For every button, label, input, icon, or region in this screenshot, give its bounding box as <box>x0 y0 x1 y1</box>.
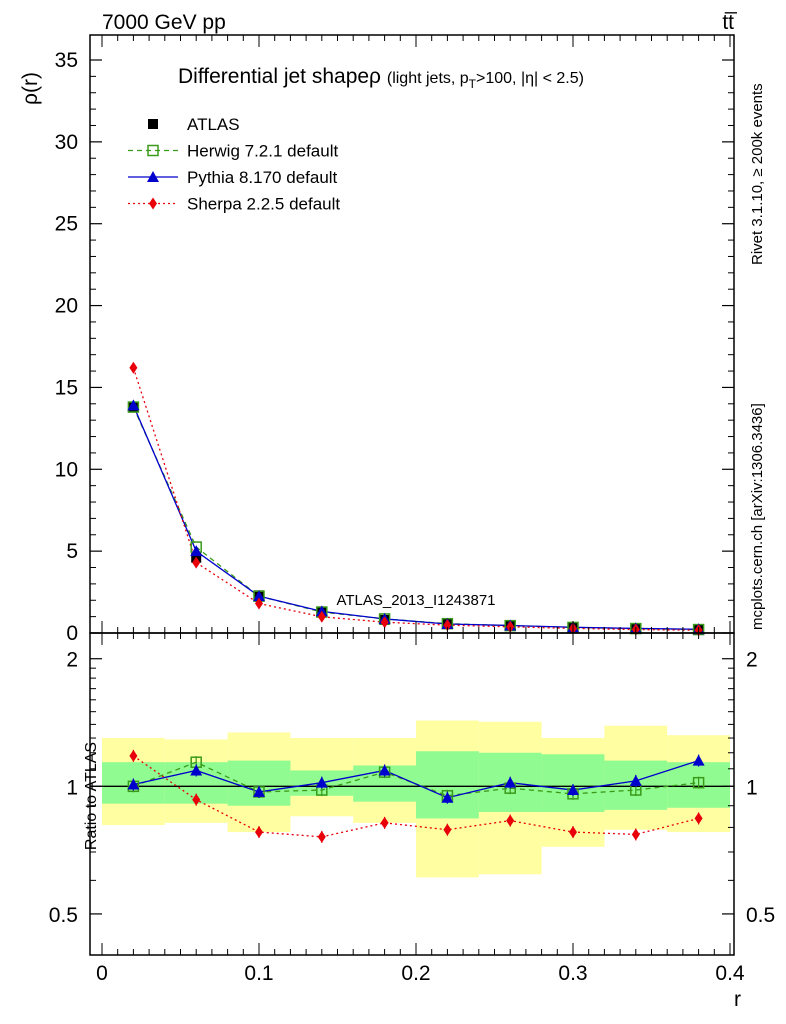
ratio-point-pythia-8-170-default <box>629 774 642 786</box>
ratio-point-pythia-8-170-default <box>567 784 579 796</box>
energy-label: 7000 GeV pp <box>102 11 226 34</box>
ratio-point-pythia-8-170-default <box>315 776 328 788</box>
legend-item-pythia-8-170-default: Pythia 8.170 default <box>128 168 338 187</box>
ratio-line-sherpa-2-2-5-default <box>133 755 699 838</box>
ratio-ytick-label-right: 1 <box>746 776 758 799</box>
process-label: tt̅ <box>722 11 738 34</box>
main-point-sherpa-2-2-5-default <box>129 361 138 374</box>
main-panel: 0 5 10 15 20 25 30 35 ATLAS_2013_I1243871 Diffe… <box>19 34 735 645</box>
main-ytick-label: 15 <box>55 376 78 399</box>
xtick-label: 0.3 <box>558 962 587 985</box>
ratio-band-inner <box>416 751 479 819</box>
ratio-band-inner <box>541 754 605 812</box>
ratio-ytick-label: 2 <box>66 649 78 672</box>
main-watermark: ATLAS_2013_I1243871 <box>336 592 495 609</box>
legend-item-atlas: ATLAS <box>148 115 240 134</box>
main-point-sherpa-2-2-5-default <box>192 556 201 569</box>
ratio-point-sherpa-2-2-5-default <box>317 830 326 843</box>
xtick-label: 0 <box>96 962 108 985</box>
legend-marker <box>147 171 159 182</box>
main-point-sherpa-2-2-5-default <box>506 620 515 633</box>
x-axis-label: r <box>734 988 741 1011</box>
ratio-point-pythia-8-170-default <box>504 776 517 788</box>
ratio-band-inner <box>227 760 291 806</box>
legend-item-herwig-7-2-1-default: Herwig 7.2.1 default <box>128 142 338 161</box>
ratio-point-pythia-8-170-default <box>253 785 265 797</box>
legend-label: Sherpa 2.2.5 default <box>187 195 340 214</box>
legend-label: Herwig 7.2.1 default <box>187 142 338 161</box>
main-ytick-label: 5 <box>66 540 78 563</box>
ratio-point-pythia-8-170-default <box>127 778 140 790</box>
legend-marker <box>149 197 157 210</box>
legend-label: ATLAS <box>187 115 240 134</box>
legend: ATLAS Herwig 7.2.1 default Pythia 8.170 de… <box>128 115 340 214</box>
main-title-text: Differential jet shapeρ <box>178 65 381 88</box>
main-ytick-label: 20 <box>55 295 78 318</box>
main-ytick-label: 35 <box>55 49 78 72</box>
ratio-ylabel: Ratio to ATLAS <box>83 742 100 850</box>
mcplots-label: mcplots.cern.ch [arXiv:1306.3436] <box>749 403 766 630</box>
ratio-point-sherpa-2-2-5-default <box>694 812 703 825</box>
main-point-sherpa-2-2-5-default <box>255 597 263 610</box>
main-line-herwig-7-2-1-default <box>132 406 699 631</box>
legend-marker <box>147 144 159 157</box>
ratio-point-sherpa-2-2-5-default <box>631 828 640 841</box>
main-ytick-label: 10 <box>55 458 78 481</box>
main-line-sherpa-2-2-5-default <box>132 367 699 631</box>
ratio-point-sherpa-2-2-5-default <box>380 816 389 829</box>
legend-label: Pythia 8.170 default <box>187 168 338 187</box>
main-ytick-label: 0 <box>66 622 78 645</box>
main-point-sherpa-2-2-5-default <box>317 610 326 623</box>
ratio-point-pythia-8-170-default <box>378 764 391 776</box>
main-point-sherpa-2-2-5-default <box>443 619 452 632</box>
ratio-line-pythia-8-170-default <box>133 759 699 799</box>
ratio-point-pythia-8-170-default <box>692 754 705 766</box>
ratio-ytick-label: 1 <box>66 776 78 799</box>
main-title-sub-T: T <box>469 77 477 91</box>
main-point-pythia-8-170-default <box>253 590 265 602</box>
ratio-point-sherpa-2-2-5-default <box>506 814 515 827</box>
ratio-plot-area <box>90 720 734 878</box>
ratio-panel: 0.5 0.5 1 1 2 2 0 0.1 0.2 0.3 0.4 Ratio to ATLAS r <box>49 632 775 1011</box>
main-title-sub: (light jets, p <box>387 70 469 87</box>
main-axes: 0 5 10 15 20 25 30 35 <box>55 35 734 645</box>
ratio-point-sherpa-2-2-5-default <box>255 826 263 839</box>
main-point-pythia-8-170-default <box>127 399 140 411</box>
legend-marker <box>148 119 158 129</box>
ratio-point-sherpa-2-2-5-default <box>129 749 138 762</box>
xtick-label: 0.2 <box>401 962 430 985</box>
main-title-sub-rest: >100, |η| < 2.5) <box>476 70 584 87</box>
ratio-axes: 0.5 0.5 1 1 2 2 0 0.1 0.2 0.3 0.4 <box>49 633 775 985</box>
main-ytick-label: 25 <box>55 213 78 236</box>
ratio-point-herwig-7-2-1-default <box>692 776 705 789</box>
main-ytick-label: 30 <box>55 131 78 154</box>
ratio-ytick-label-right: 2 <box>746 649 758 672</box>
ratio-point-sherpa-2-2-5-default <box>192 793 201 806</box>
ratio-frame <box>89 632 735 956</box>
legend-item-sherpa-2-2-5-default: Sherpa 2.2.5 default <box>128 195 340 214</box>
ratio-ytick-label-right: 0.5 <box>746 904 775 927</box>
ratio-point-sherpa-2-2-5-default <box>443 823 452 836</box>
main-title: Differential jet shapeρ (light jets, pT>… <box>178 65 584 91</box>
rivet-label: Rivet 3.1.10, ≥ 200k events <box>749 83 766 265</box>
main-point-pythia-8-170-default <box>190 545 203 557</box>
ratio-point-pythia-8-170-default <box>441 791 454 803</box>
ratio-point-pythia-8-170-default <box>190 764 203 776</box>
main-ylabel: ρ(r) <box>19 72 42 105</box>
xtick-label: 0.1 <box>244 962 273 985</box>
xtick-label: 0.4 <box>715 962 745 985</box>
ratio-ytick-label: 0.5 <box>49 904 78 927</box>
ratio-point-sherpa-2-2-5-default <box>569 826 577 839</box>
main-point-sherpa-2-2-5-default <box>380 616 389 629</box>
